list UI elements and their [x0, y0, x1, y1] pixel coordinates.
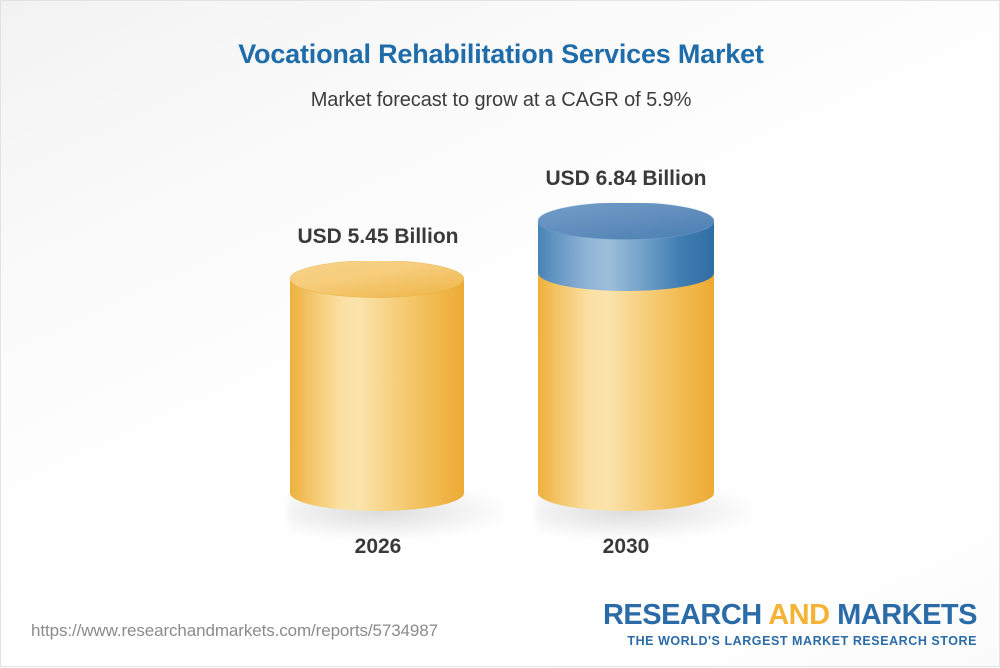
data-label-2026: USD 5.45 Billion	[297, 225, 459, 248]
chart-subtitle: Market forecast to grow at a CAGR of 5.9…	[310, 89, 692, 111]
logo-word-markets: MARKETS	[829, 599, 977, 631]
cylinder-2026-svg	[289, 260, 465, 511]
category-label-2030: 2030	[602, 535, 650, 558]
cylinder-bar-2026	[289, 260, 465, 511]
research-and-markets-logo[interactable]: RESEARCH AND MARKETS THE WORLD'S LARGEST…	[602, 599, 978, 648]
cylinder-2030-svg	[537, 202, 715, 511]
page-title: Vocational Rehabilitation Services Marke…	[238, 39, 764, 69]
data-label-2030: USD 6.84 Billion	[545, 167, 707, 190]
logo-tagline: THE WORLD'S LARGEST MARKET RESEARCH STOR…	[627, 633, 977, 648]
report-url[interactable]: https://www.researchandmarkets.com/repor…	[31, 621, 438, 640]
logo-word-and: AND	[768, 599, 830, 631]
category-label-2026: 2026	[354, 535, 402, 558]
cylinder-bar-2030	[537, 202, 715, 511]
logo-wordmark: RESEARCH AND MARKETS	[602, 599, 978, 631]
logo-word-research: RESEARCH	[602, 599, 769, 631]
